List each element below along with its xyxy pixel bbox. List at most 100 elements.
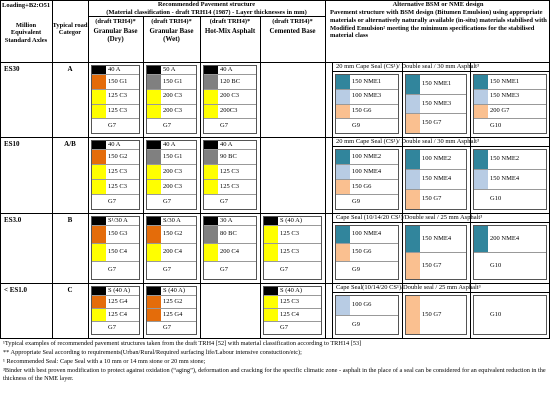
- layer-color: [147, 296, 161, 308]
- layer-label: G9: [352, 320, 360, 328]
- layer: 150 G1: [92, 74, 139, 89]
- layer: 150 NME4: [474, 169, 546, 189]
- layer-label: 125 G2: [163, 297, 183, 305]
- layer-label: 150 G7: [422, 310, 442, 318]
- layer-label: 200 C3: [163, 167, 182, 175]
- bsm-note: 20 mm Cape Seal (CS¹)/ Double seal / 30 …: [336, 138, 479, 145]
- layer-label: 200 C3: [163, 107, 182, 115]
- layer-label: 100 NME4: [352, 167, 382, 175]
- layer-label: G7: [163, 266, 171, 274]
- layer: 150 G2: [147, 225, 196, 243]
- layer: 150 G2: [92, 149, 139, 164]
- layer-color: [264, 244, 278, 261]
- layer: 150 NME4: [406, 226, 466, 252]
- layer-color: [204, 150, 218, 164]
- layer: 150 NME3: [474, 88, 546, 104]
- loading-header: Loading+B2:O51: [2, 2, 51, 9]
- layer-color: [92, 262, 106, 279]
- layer-stack: 150 NME4 150 G7: [405, 225, 467, 280]
- layer: 125 C3: [92, 179, 139, 194]
- layer: 40 A: [204, 141, 256, 149]
- column-title: Cemented Base: [269, 27, 316, 35]
- layer-label: 200C3: [220, 107, 238, 115]
- layer-color: [264, 262, 278, 279]
- layer-color: [406, 253, 420, 279]
- layer: G7: [92, 194, 139, 209]
- rule: [470, 62, 471, 338]
- rule: [0, 0, 550, 1]
- layer-color: [147, 244, 161, 261]
- layer: 125 C3: [264, 243, 321, 261]
- layer-label: 50 A: [163, 66, 176, 73]
- layer: 125 C3: [92, 164, 139, 179]
- road-header: Typical road Categor: [52, 22, 88, 37]
- layer-stack: 100 NME4 150 G6 G9: [335, 225, 399, 280]
- layer-label: G9: [352, 197, 360, 205]
- layer-label: 125 G4: [108, 297, 128, 305]
- column-title: Granular Base (Wet): [149, 27, 194, 44]
- layer-label: 200 C4: [220, 248, 239, 256]
- layer-stack: S (40 A) 125 C3 125 C3 G7: [263, 216, 322, 280]
- road-value: B: [67, 216, 73, 224]
- layer-label: 125 C4: [108, 310, 127, 318]
- layer-label: G7: [280, 266, 288, 274]
- layer: 30 A: [204, 217, 256, 225]
- layer-color: [147, 104, 161, 119]
- layer-stack: 150 NME2 150 NME4 G10: [473, 149, 547, 210]
- layer: 200 C4: [147, 243, 196, 261]
- layer-color: [147, 226, 161, 243]
- layer-color: [474, 190, 488, 209]
- layer-color: [92, 226, 106, 243]
- layer: G7: [92, 321, 139, 334]
- layer: 40 A: [204, 66, 256, 74]
- layer-label: G7: [163, 197, 171, 205]
- layer-color: [336, 195, 350, 209]
- layer: 150 G1: [147, 149, 196, 164]
- layer: 125 G2: [147, 295, 196, 308]
- layer-label: 125 C3: [280, 297, 299, 305]
- layer: 200 C3: [204, 88, 256, 104]
- layer: G9: [336, 194, 398, 209]
- layer: 150 G1: [147, 74, 196, 89]
- layer: G10: [474, 118, 546, 133]
- layer-color: [92, 180, 106, 194]
- layer-color: [92, 244, 106, 261]
- layer-stack: 40 A 120 BC 200 C3 200C3 G7: [203, 65, 257, 134]
- layer-color: [406, 190, 420, 209]
- recommended-sub: (Material classification - draft TRH14 (…: [106, 9, 307, 16]
- layer: S (40 A): [147, 287, 196, 295]
- layer-color: [474, 89, 488, 104]
- layer: 200 C3: [147, 103, 196, 119]
- layer-label: 150 NME3: [490, 92, 520, 100]
- layer-color: [147, 150, 161, 164]
- layer-color: [406, 226, 420, 252]
- layer-label: G7: [163, 323, 171, 331]
- layer-label: G9: [352, 121, 360, 129]
- loading-value: ES10: [4, 140, 20, 148]
- layer-label: 30 A: [220, 217, 233, 224]
- layer: 40 A: [147, 141, 196, 149]
- layer: 40 A: [92, 66, 139, 74]
- layer-label: 200 C4: [163, 248, 182, 256]
- layer-label: 150 G7: [422, 195, 442, 203]
- rule: [332, 62, 333, 338]
- layer: G7: [204, 118, 256, 133]
- layer-color: [204, 89, 218, 104]
- layer-label: G7: [108, 323, 116, 331]
- layer-label: 125 C4: [280, 310, 299, 318]
- layer-label: 125 C3: [220, 167, 239, 175]
- layer-label: 125 C3: [280, 248, 299, 256]
- layer-color: [336, 150, 350, 164]
- layer: 100 G6: [336, 296, 398, 315]
- layer-stack: S (40 A) 125 G4 125 C4 G7: [91, 286, 140, 335]
- layer-label: G10: [490, 261, 502, 269]
- layer-stack: 50 A 150 G1 200 C3 200 C3 G7: [146, 65, 197, 134]
- rule: [332, 71, 549, 72]
- rule: [0, 137, 550, 138]
- bsm-note: Cape Seal(10/14/20 CS¹)/Double seal / 25…: [336, 284, 481, 291]
- layer-label: 40 A: [220, 141, 233, 148]
- layer-color: [336, 315, 350, 334]
- layer: 40 A: [92, 141, 139, 149]
- layer-color: [336, 104, 350, 119]
- layer-stack: 100 NME2 100 NME4 150 G6 G9: [335, 149, 399, 210]
